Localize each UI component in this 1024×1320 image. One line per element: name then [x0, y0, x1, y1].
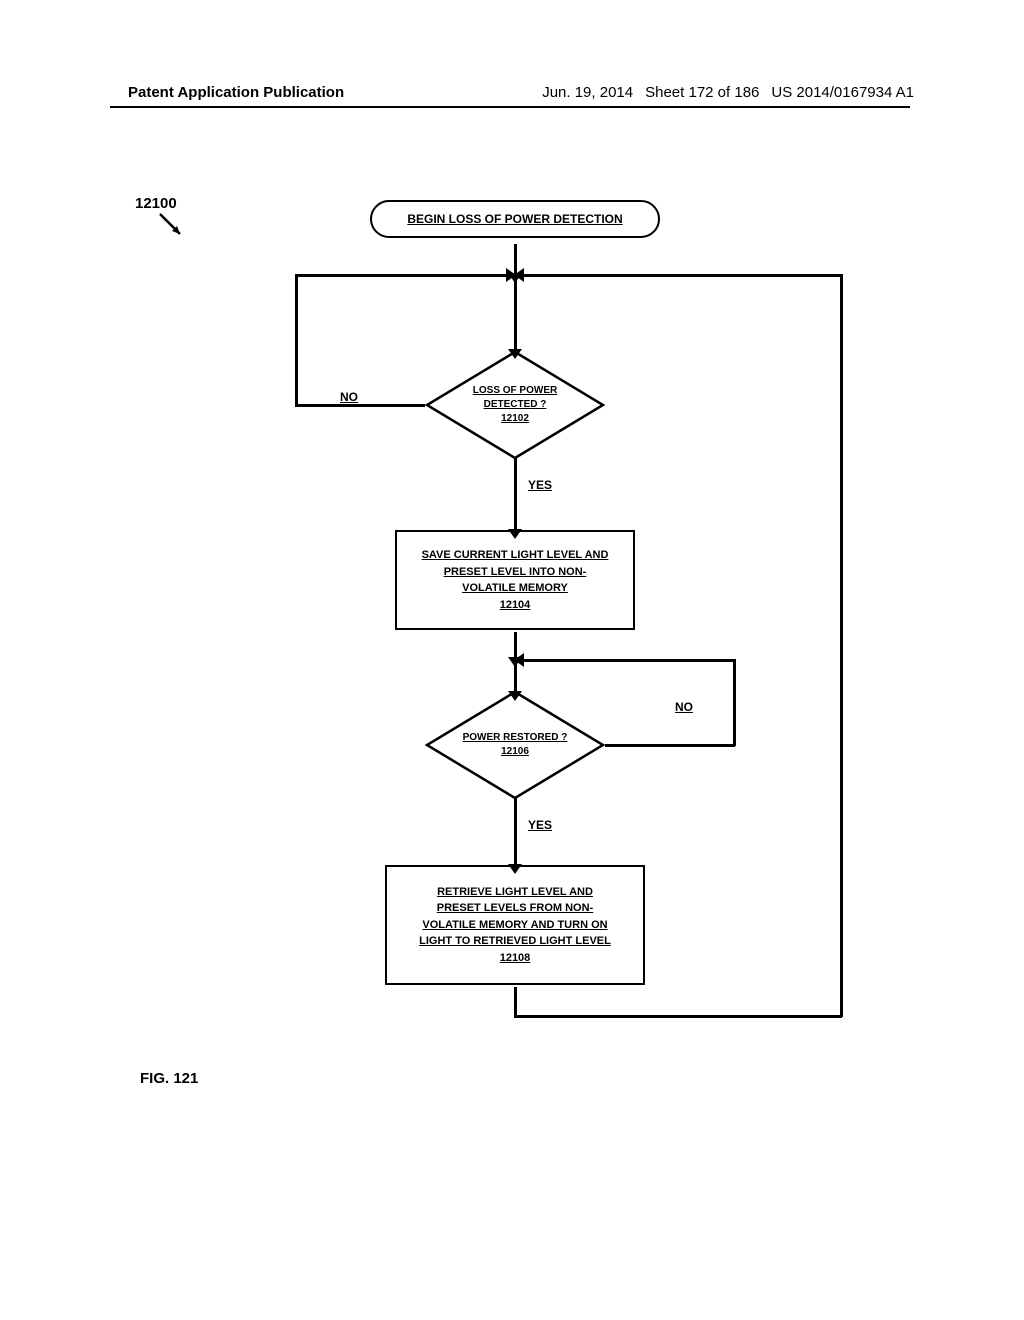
- figure-label: FIG. 121: [140, 1070, 198, 1087]
- arrowhead-no2: [514, 653, 524, 672]
- label-no2: NO: [675, 700, 693, 714]
- arrowhead-loop: [514, 268, 524, 287]
- edge-d2-yes: [514, 798, 517, 865]
- decision-text-2: POWER RESTORED ? 12106: [425, 690, 605, 800]
- header-divider: [110, 106, 910, 108]
- decision-loss-of-power: LOSS OF POWER DETECTED ? 12102: [425, 350, 605, 460]
- edge-d2-no-h1: [605, 744, 735, 747]
- label-yes2: YES: [528, 818, 552, 832]
- publication-label: Patent Application Publication: [128, 84, 344, 101]
- edge-d1-no-h1: [295, 404, 425, 407]
- decision-text: LOSS OF POWER DETECTED ? 12102: [425, 350, 605, 460]
- edge-d2-no-h2: [520, 659, 735, 662]
- edge-p2-left: [520, 274, 842, 277]
- flowchart: 12100 BEGIN LOSS OF POWER DETECTION LOSS…: [140, 200, 880, 1060]
- figure-reference: 12100: [135, 195, 177, 212]
- edge-d1-yes: [514, 458, 517, 530]
- process-save-memory: SAVE CURRENT LIGHT LEVEL AND PRESET LEVE…: [395, 530, 635, 630]
- figure-reference-arrow: [158, 212, 188, 242]
- edge-p2-up: [840, 274, 843, 1017]
- edge-p2-right: [514, 1015, 842, 1018]
- edge-p2-down: [514, 987, 517, 1017]
- label-no1: NO: [340, 390, 358, 404]
- process-retrieve-memory: RETRIEVE LIGHT LEVEL AND PRESET LEVELS F…: [385, 865, 645, 985]
- start-node: BEGIN LOSS OF POWER DETECTION: [370, 200, 660, 238]
- edge-merge-d1: [514, 280, 517, 350]
- pub-number: US 2014/0167934 A1: [771, 84, 914, 101]
- edge-d1-no-v: [295, 274, 298, 406]
- pub-date: Jun. 19, 2014: [542, 84, 633, 101]
- edge-d2-no-v: [733, 659, 736, 746]
- page-header: Patent Application Publication Jun. 19, …: [0, 84, 1024, 101]
- sheet-number: Sheet 172 of 186: [645, 84, 759, 101]
- header-right: Jun. 19, 2014 Sheet 172 of 186 US 2014/0…: [542, 84, 914, 101]
- edge-d1-no-h2: [295, 274, 510, 277]
- decision-power-restored: POWER RESTORED ? 12106: [425, 690, 605, 800]
- label-yes1: YES: [528, 478, 552, 492]
